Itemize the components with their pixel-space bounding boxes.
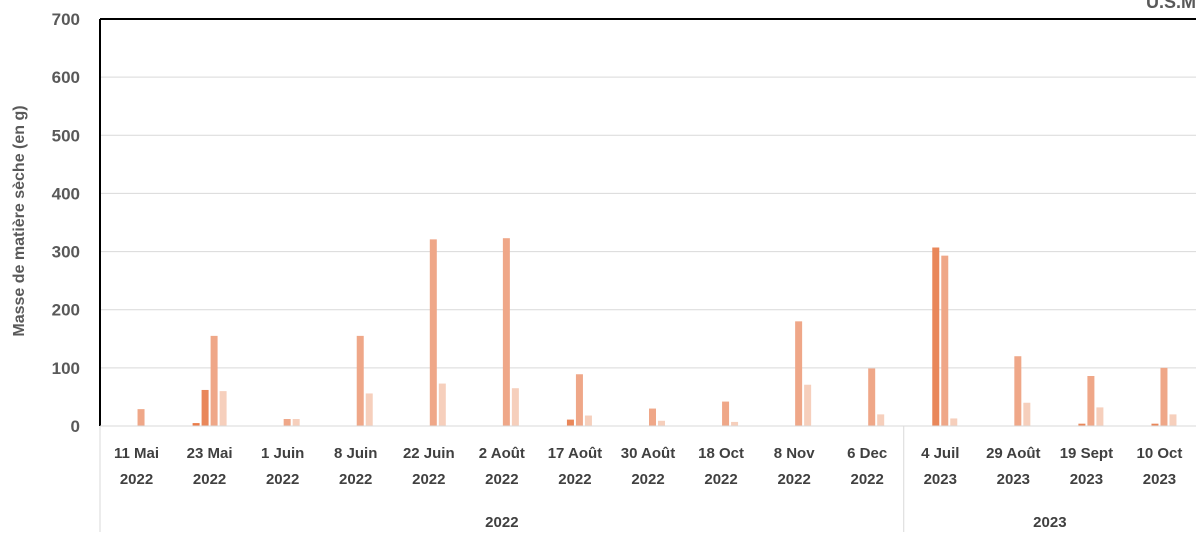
x-axis-groups: 2022 2023 <box>99 426 1067 532</box>
y-axis-label: Masse de matière sèche (en g) <box>11 105 28 336</box>
x-category-year: 2022 <box>777 471 810 488</box>
bar <box>584 415 592 426</box>
x-category-label: 8 Juin <box>334 445 377 462</box>
x-category-year: 2022 <box>120 471 153 488</box>
bar <box>868 368 876 426</box>
bar <box>1151 423 1159 426</box>
bar <box>365 393 373 426</box>
y-tick-label: 600 <box>52 68 80 87</box>
x-category-year: 2022 <box>193 471 226 488</box>
bar <box>356 335 364 426</box>
x-category-label: 11 Mai <box>114 445 159 462</box>
x-category-year: 2022 <box>851 471 884 488</box>
x-category-label: 1 Juin <box>261 445 304 462</box>
x-category-label: 23 Mai <box>187 445 233 462</box>
corner-text: U.S.M <box>1146 0 1196 12</box>
x-category-year: 2022 <box>631 471 664 488</box>
y-tick-label: 300 <box>52 243 80 262</box>
y-tick-label: 500 <box>52 126 80 145</box>
x-category-year: 2022 <box>339 471 372 488</box>
bar <box>192 423 200 426</box>
bar <box>438 383 446 426</box>
x-category-year: 2022 <box>412 471 445 488</box>
x-group-label: 2023 <box>1033 514 1066 531</box>
x-category-label: 22 Juin <box>403 445 455 462</box>
x-category-label: 4 Juil <box>921 445 959 462</box>
x-category-year: 2022 <box>558 471 591 488</box>
x-group-label: 2022 <box>485 514 518 531</box>
bar <box>649 408 656 426</box>
bar <box>1096 407 1104 426</box>
bar <box>1087 375 1095 426</box>
bar <box>877 414 885 426</box>
bar <box>950 418 958 426</box>
x-category-year: 2022 <box>485 471 518 488</box>
x-category-year: 2023 <box>1143 471 1176 488</box>
bar <box>1023 402 1031 426</box>
x-axis-categories: 11 Mai 2022 23 Mai 2022 1 Juin 2022 8 Juin 2022… <box>114 445 1182 488</box>
bar <box>804 384 812 426</box>
bar <box>1160 367 1168 426</box>
x-category-label: 10 Oct <box>1137 445 1183 462</box>
x-category-label: 18 Oct <box>698 445 744 462</box>
bar <box>511 388 519 426</box>
bar <box>502 238 510 426</box>
bar <box>219 391 227 426</box>
x-category-label: 19 Sept <box>1060 445 1113 462</box>
x-category-label: 8 Nov <box>774 445 816 462</box>
bar <box>1078 423 1086 426</box>
bar <box>292 419 300 426</box>
x-category-year: 2022 <box>704 471 737 488</box>
bar <box>658 420 665 426</box>
bar <box>210 335 218 426</box>
x-category-label: 30 Août <box>621 445 675 462</box>
x-category-year: 2023 <box>924 471 957 488</box>
y-tick-label: 200 <box>52 301 80 320</box>
bar <box>731 421 739 426</box>
bar <box>201 389 209 426</box>
x-category-label: 29 Août <box>986 445 1040 462</box>
bar <box>429 239 437 426</box>
bar <box>575 374 583 426</box>
bar <box>1014 356 1022 426</box>
x-category-year: 2022 <box>266 471 299 488</box>
y-axis-ticks: 0 100 200 300 400 500 600 700 <box>52 10 80 436</box>
bar <box>283 419 291 426</box>
x-category-label: 17 Août <box>548 445 602 462</box>
x-category-label: 6 Dec <box>847 445 887 462</box>
x-category-year: 2023 <box>1070 471 1103 488</box>
bar <box>1169 414 1177 426</box>
x-category-label: 2 Août <box>479 445 525 462</box>
axes <box>99 18 1196 427</box>
bar <box>722 401 730 426</box>
gridlines <box>100 18 1196 369</box>
bar <box>795 321 803 426</box>
bar <box>941 255 949 426</box>
bar <box>137 409 145 426</box>
y-tick-label: 400 <box>52 184 80 203</box>
bar <box>566 419 574 426</box>
y-tick-label: 100 <box>52 359 80 378</box>
bar <box>932 247 940 426</box>
y-tick-label: 700 <box>52 10 80 29</box>
y-tick-label: 0 <box>71 417 80 436</box>
bars <box>137 238 1177 426</box>
x-category-year: 2023 <box>997 471 1030 488</box>
